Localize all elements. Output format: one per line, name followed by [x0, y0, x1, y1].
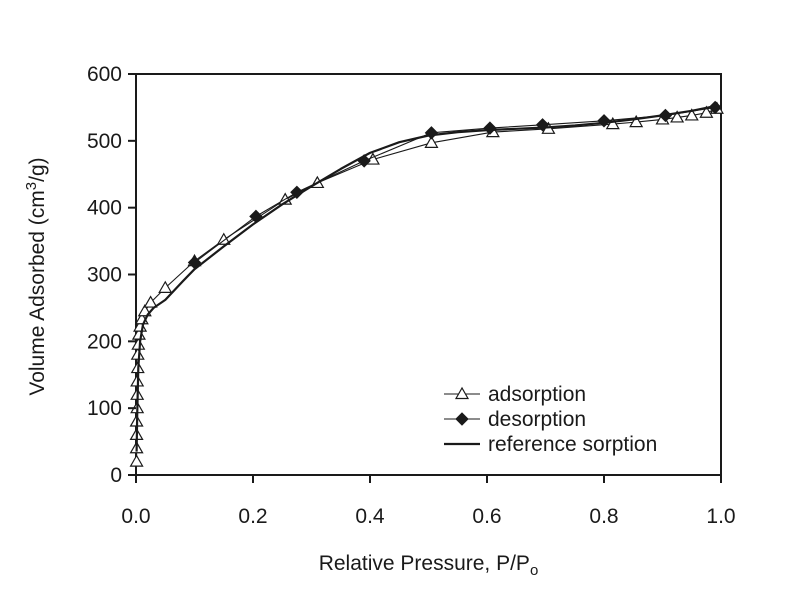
- legend-label: reference sorption: [488, 433, 657, 456]
- legend-swatch-marker: [455, 412, 469, 426]
- data-point: [424, 126, 439, 140]
- data-point: [290, 185, 304, 200]
- x-tick-label: 0.6: [472, 505, 501, 528]
- data-point: [158, 280, 173, 293]
- x-tick-label: 0.4: [355, 505, 385, 528]
- y-tick-label: 100: [87, 397, 122, 420]
- data-point: [131, 337, 146, 350]
- legend-label: desorption: [488, 408, 586, 431]
- data-point: [143, 295, 158, 308]
- x-tick-label: 0.8: [589, 505, 618, 528]
- data-point: [708, 100, 722, 115]
- legend-item: adsorption: [444, 383, 586, 406]
- data-point: [130, 347, 145, 360]
- series-reference-sorption: [135, 105, 716, 452]
- legend-item: reference sorption: [444, 433, 657, 456]
- legend-item: desorption: [444, 408, 586, 431]
- y-tick-label: 300: [87, 264, 122, 287]
- axes-layer: 0 100 200 300 400 500 600 0.0 0.2 0.4 0.6 0.8 1.0 Rel…: [23, 63, 736, 579]
- y-tick-label: 600: [87, 63, 122, 86]
- y-tick-label: 0: [110, 464, 122, 487]
- x-tick-label: 0.2: [238, 505, 267, 528]
- y-axis-title: Volume Adsorbed (cm3/g): [23, 157, 49, 395]
- data-point: [424, 135, 439, 148]
- series-line: [135, 105, 716, 452]
- data-point: [605, 116, 620, 130]
- x-tick-label: 1.0: [706, 505, 735, 528]
- data-point: [684, 108, 699, 121]
- data-point: [629, 114, 644, 128]
- data-point: [129, 454, 144, 467]
- y-tick-label: 400: [87, 197, 122, 220]
- series-line: [194, 106, 716, 263]
- series-line: [136, 108, 718, 462]
- y-tick-label: 500: [87, 130, 122, 153]
- data-point: [699, 105, 714, 118]
- x-axis-title: Relative Pressure, P/Po: [319, 552, 539, 579]
- series-adsorption: [129, 101, 724, 467]
- data-point: [670, 110, 685, 123]
- data-point: [216, 232, 231, 245]
- y-tick-label: 200: [87, 330, 122, 353]
- legend-swatch-marker: [454, 386, 470, 400]
- x-tick-label: 0.0: [121, 505, 150, 528]
- series-layer: [129, 100, 724, 467]
- legend-label: adsorption: [488, 383, 586, 406]
